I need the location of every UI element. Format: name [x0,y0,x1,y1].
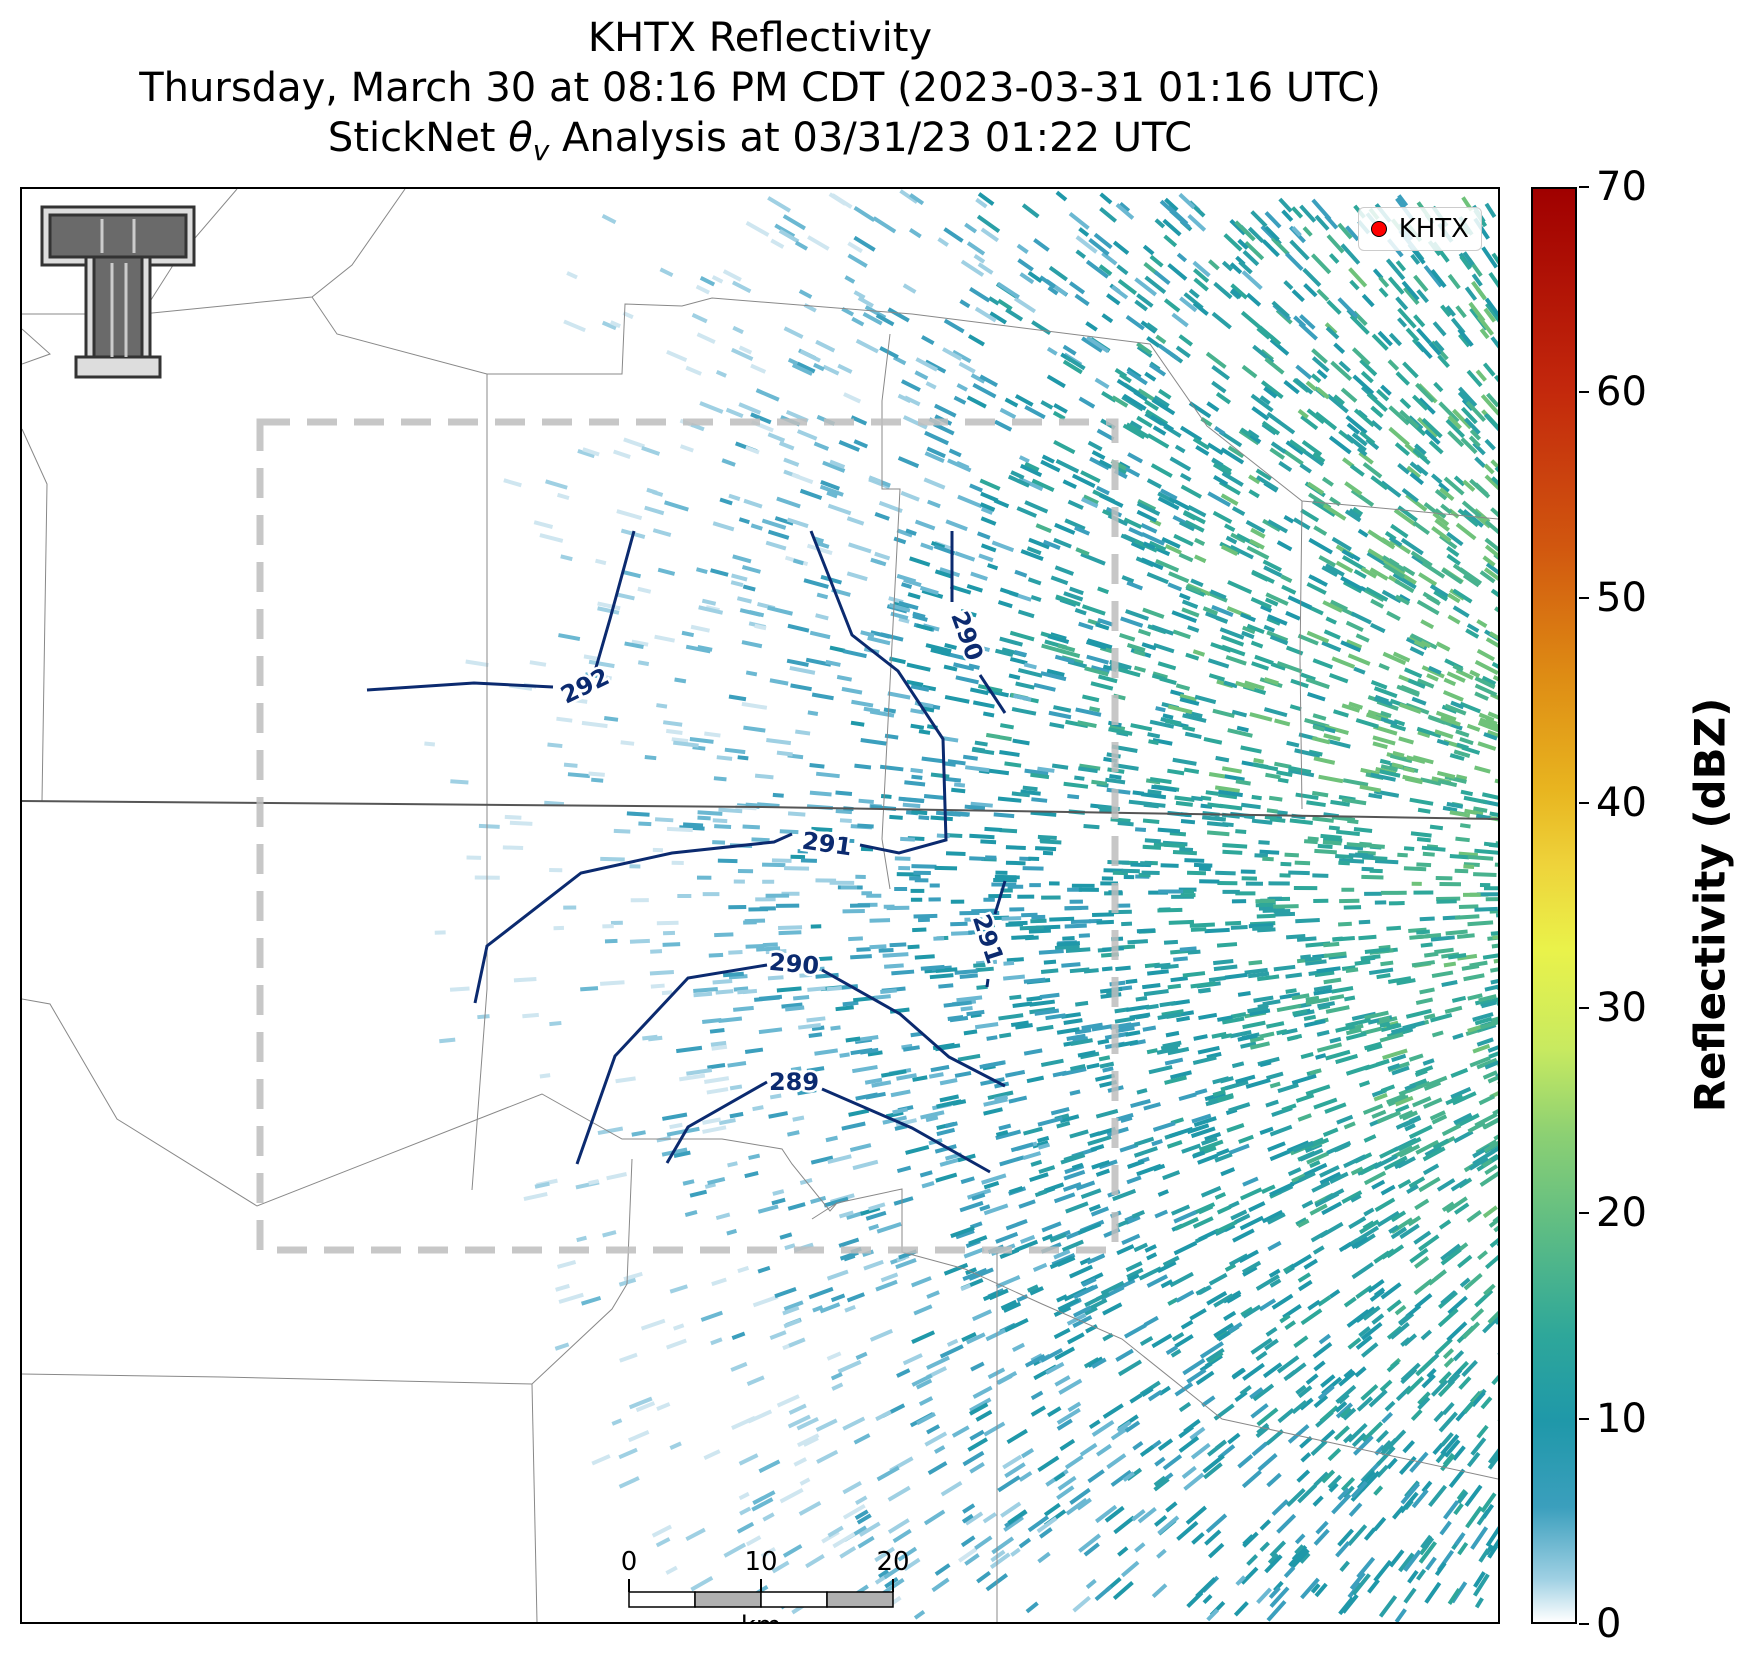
theta-v-contours [366,530,1007,1174]
contour-291-main-right [809,530,948,855]
colorbar-tick-label: 40 [1596,779,1647,826]
contour-292-upper [593,530,636,672]
title-line-3: StickNet θv Analysis at 03/31/23 01:22 U… [20,114,1500,175]
colorbar-tick-mark [1579,596,1589,599]
colorbar-tick-mark [1579,801,1589,804]
colorbar-tick-mark [1579,391,1589,394]
county-boundaries [22,189,1498,1622]
analysis-domain-box [256,418,1119,1254]
contour-292 [366,681,554,692]
contour-289-right [821,1087,991,1174]
scale-bar: 0 10 20 km [621,1547,910,1622]
scale-unit: km [741,1611,781,1622]
reflectivity-colorbar [1531,187,1577,1624]
contour-289 [665,1080,768,1164]
colorbar-tick-label: 0 [1596,1601,1622,1647]
colorbar-tick-mark [1579,1623,1589,1625]
colorbar-tick-mark [1579,1417,1589,1420]
theta-subscript: v [532,134,550,167]
colorbar-tick-label: 50 [1596,574,1647,621]
reflectivity-layer [424,189,1498,1622]
colorbar-title: Reflectivity (dBZ) [1685,697,1735,1113]
contour-label-291-main: 291 [800,827,854,862]
colorbar-tick-label: 60 [1596,369,1647,416]
colorbar-tick-mark [1579,186,1589,188]
contour-label-289: 289 [769,1068,819,1096]
title-line-2: Thursday, March 30 at 08:16 PM CDT (2023… [139,65,1381,111]
state-boundary [22,800,1498,820]
theta-symbol: θ [508,115,533,161]
ttu-logo [40,205,196,379]
map-legend: KHTX [1357,207,1482,251]
contour-label-290-south: 290 [768,948,820,980]
title-line-3-prefix: StickNet [327,115,509,161]
colorbar-tick-mark [1579,1212,1589,1215]
scale-tick-10: 10 [744,1547,777,1577]
colorbar-tick-label: 10 [1596,1395,1647,1442]
radar-marker-icon [1370,221,1387,237]
scale-tick-20: 20 [876,1547,909,1577]
colorbar-tick-label: 70 [1596,164,1647,210]
title-line-1: KHTX Reflectivity [587,15,933,61]
map-canvas[interactable]: 292 291 291 290 290 289 0 10 20 [22,189,1498,1622]
map-panel[interactable]: 292 291 291 290 290 289 0 10 20 [20,187,1500,1624]
contour-290-ne-lower [978,674,1007,714]
legend-radar-label: KHTX [1398,214,1469,244]
colorbar-tick-label: 20 [1596,1190,1647,1237]
contour-290-south-right [821,968,1006,1088]
contour-290-south [575,963,768,1165]
colorbar-tick-label: 30 [1596,985,1647,1032]
title-line-3-suffix: Analysis at 03/31/23 01:22 UTC [549,115,1193,161]
scale-tick-0: 0 [621,1547,638,1577]
contour-291-east-lower [985,978,990,988]
contour-291-east-upper [993,880,1007,915]
contour-291-main [473,832,793,1004]
colorbar-tick-mark [1579,1007,1589,1010]
